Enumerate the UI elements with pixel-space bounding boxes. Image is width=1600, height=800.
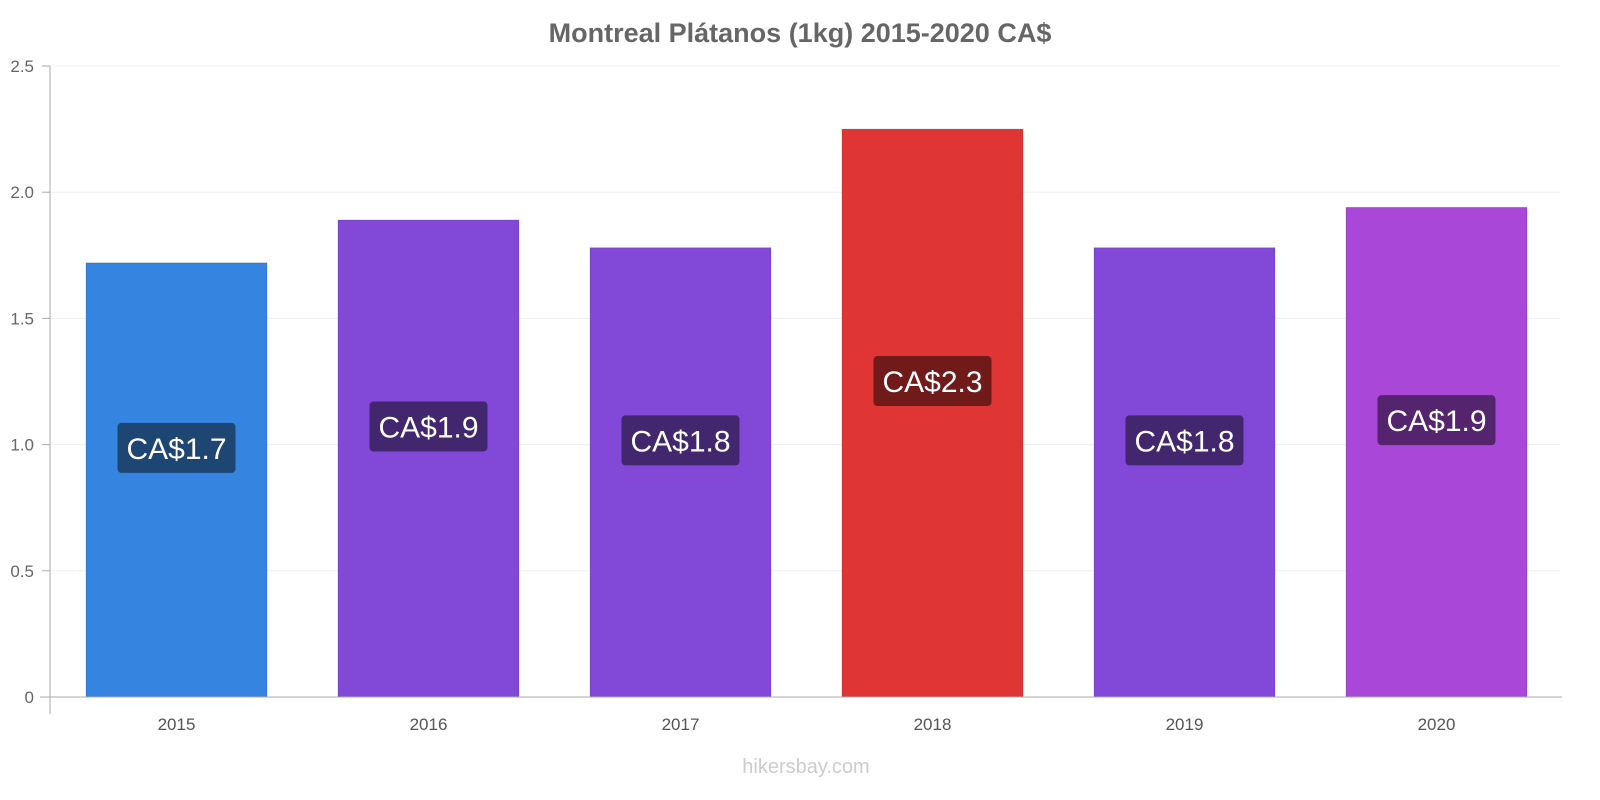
data-label: CA$1.8 <box>630 425 730 458</box>
x-tick-label: 2020 <box>1418 715 1456 734</box>
bar-2019 <box>1093 247 1276 698</box>
y-tick-label: 2.0 <box>10 183 34 202</box>
data-label-bg <box>117 422 236 473</box>
data-label: CA$2.3 <box>882 366 982 399</box>
bar-2017 <box>589 247 772 698</box>
x-tick-label: 2019 <box>1166 715 1204 734</box>
y-tick-label: 0.5 <box>10 562 34 581</box>
y-tick-label: 1.5 <box>10 309 34 328</box>
bar-2020 <box>1345 206 1528 698</box>
data-label-bg <box>1125 415 1244 466</box>
y-tick-label: 0 <box>25 688 34 707</box>
y-tick-label: 1.0 <box>10 436 34 455</box>
x-tick-label: 2015 <box>158 715 196 734</box>
x-tick-label: 2016 <box>410 715 448 734</box>
data-label: CA$1.8 <box>1134 425 1234 458</box>
y-tick-label: 2.5 <box>10 57 34 76</box>
data-label-bg <box>873 356 992 407</box>
bar-2016 <box>337 219 520 698</box>
bar-2015 <box>85 262 268 698</box>
chart-title: Montreal Plátanos (1kg) 2015-2020 CA$ <box>549 18 1052 48</box>
data-label-bg <box>369 401 488 452</box>
bar-2018 <box>841 128 1024 698</box>
data-label-bg <box>1377 395 1496 446</box>
x-tick-label: 2017 <box>662 715 700 734</box>
footer-watermark: hikersbay.com <box>742 756 869 778</box>
data-label: CA$1.7 <box>126 433 226 466</box>
data-label: CA$1.9 <box>378 411 478 444</box>
x-tick-label: 2018 <box>914 715 952 734</box>
data-label: CA$1.9 <box>1386 405 1486 438</box>
data-label-bg <box>621 415 740 466</box>
